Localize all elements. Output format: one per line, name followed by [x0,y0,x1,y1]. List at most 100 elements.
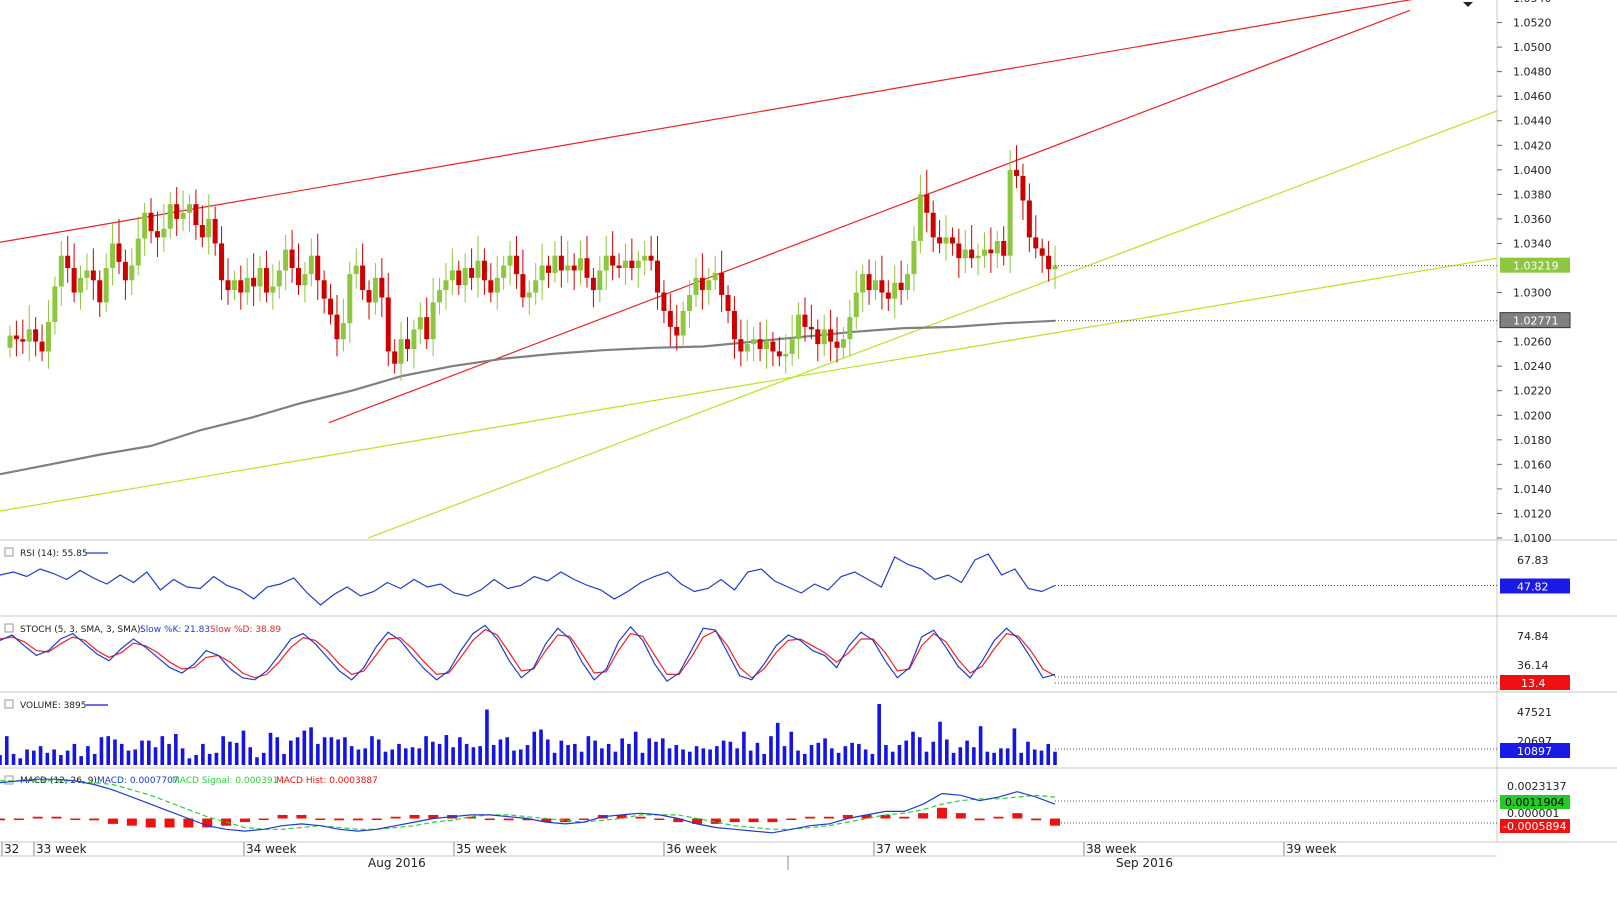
volume-bar [735,748,739,765]
volume-bar [978,726,983,765]
candle-body [1026,200,1032,238]
x-tick-label: 35 week [456,842,507,856]
candle-body [263,268,269,293]
rsi-tick-label: 67.83 [1517,554,1549,567]
candle-body [930,212,936,238]
volume-bar [187,758,192,765]
volume-bar [25,749,29,765]
volume-bar [86,746,90,765]
candle-body [603,255,609,271]
candle-body [315,255,321,281]
candle-body [905,274,911,291]
stoch-value-box [1500,675,1570,690]
candle-body [488,280,494,293]
candle-body [20,339,26,342]
candle-body [828,329,834,342]
y-tick-label: 1.0540 [1513,0,1552,5]
candle-body [404,339,410,349]
candle-body [597,270,603,291]
volume-bar [539,729,543,765]
candle-body [174,204,180,219]
volume-bar [52,749,56,765]
candle-body [65,255,71,268]
candle-body [340,323,346,340]
volume-bar [999,748,1003,765]
volume-bar [38,746,43,765]
candle-body [821,329,827,345]
volume-bar [559,740,564,765]
volume-bar [836,752,841,765]
candle-body [642,255,648,261]
candle-body [39,341,45,352]
x-tick-label: 36 week [666,842,717,856]
volume-bar [816,742,821,765]
macd-hist-bar [13,818,24,821]
volume-bar [715,746,719,765]
macd-line-legend: MACD: 0.0007707 [97,776,179,786]
trend-line-4[interactable] [0,257,1498,512]
volume-bar [248,747,253,765]
macd-tick-label: 0.0023137 [1507,780,1567,793]
macd-hist-bar [899,816,910,819]
y-tick-label: 1.0500 [1513,41,1552,54]
candle-body [328,298,334,315]
macd-hist-bar [503,818,514,821]
candle-body [783,353,789,357]
macd-hist-bar [522,818,533,821]
volume-bar [113,739,117,765]
macd-hist-bar [32,816,43,819]
volume-bar [972,747,976,765]
candle-body [430,302,436,340]
candle-body [295,268,301,286]
volume-bar [126,750,131,765]
trend-line-3[interactable] [367,110,1498,539]
volume-bar [295,737,300,765]
candle-body [988,249,994,254]
stoch-tick-label: 74.84 [1517,630,1549,643]
macd-hist-bar [936,807,947,819]
volume-bar [640,752,645,765]
candle-body [744,344,750,352]
candle-body [302,274,308,286]
volume-bar [261,752,266,765]
volume-bar [830,748,834,765]
candle-body [911,241,917,275]
candle-body [52,286,58,322]
y-tick-label: 1.0220 [1513,385,1552,398]
trend-line-1[interactable] [0,0,1435,243]
y-tick-label: 1.0180 [1513,434,1552,447]
candle-body [257,268,263,287]
volume-bar [1039,750,1044,765]
volume-bar [431,741,435,765]
macd-hist-bar [390,816,401,819]
candle-body [552,255,558,273]
candle-body [879,280,885,293]
candle-body [616,265,622,268]
candle-body [853,292,859,318]
trend-line-2[interactable] [328,9,1411,424]
volume-bar [485,709,489,765]
candle-body [719,272,725,295]
volume-bar [343,737,347,765]
stoch-tick-label-2: 36.14 [1517,659,1549,672]
volume-bar [471,747,476,765]
volume-bar [600,748,604,765]
candle-body [776,351,782,357]
volume-bar [174,733,178,765]
candle-body [796,314,802,340]
candle-body [610,255,616,266]
volume-bar [870,753,875,765]
macd-signal-line [0,780,1056,830]
volume-bar [748,750,753,765]
volume-bars [0,704,1057,765]
scroll-arrow-icon[interactable] [1463,2,1473,7]
macd-mid-label: 0.000001 [1507,807,1560,820]
candle-body [981,249,987,256]
candle-body [212,218,218,244]
candle-body [225,280,231,291]
volume-bar [1046,743,1051,765]
macd-hist-bar [1012,813,1023,819]
candle-body [629,260,635,268]
